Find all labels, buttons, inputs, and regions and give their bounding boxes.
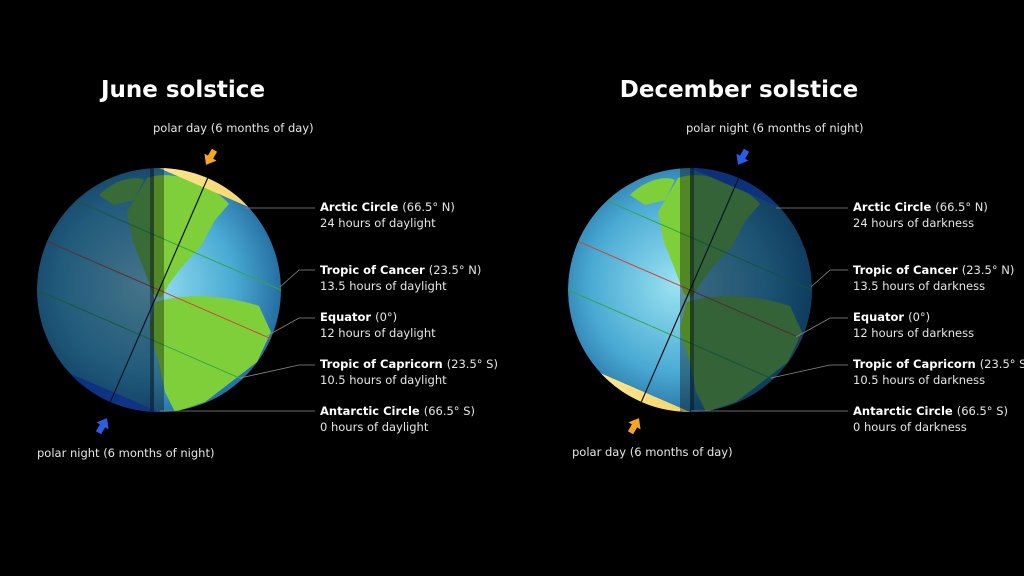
circle-latitude: (66.5° N) <box>935 200 988 214</box>
circle-name: Equator <box>853 310 904 324</box>
circle-description: 12 hours of darkness <box>853 326 974 340</box>
circle-label: Tropic of Cancer (23.5° N) <box>853 263 1014 277</box>
circle-name: Arctic Circle <box>853 200 931 214</box>
terminator <box>680 168 694 412</box>
circle-name: Antarctic Circle <box>853 404 953 418</box>
circle-description: 12 hours of daylight <box>320 326 436 340</box>
circle-label: Arctic Circle (66.5° N) <box>853 200 988 214</box>
circle-latitude: (0°) <box>908 310 930 324</box>
circle-description: 10.5 hours of darkness <box>853 373 985 387</box>
leader-line <box>239 364 315 379</box>
leader-line <box>795 317 848 338</box>
leader-line <box>279 269 315 288</box>
circle-label: Antarctic Circle (66.5° S) <box>853 404 1008 418</box>
polar-label-top: polar night (6 months of night) <box>686 121 863 135</box>
polar-label-top: polar day (6 months of day) <box>153 121 314 135</box>
circle-label: Antarctic Circle (66.5° S) <box>320 404 475 418</box>
circle-name: Tropic of Cancer <box>320 263 425 277</box>
circle-name: Tropic of Cancer <box>853 263 958 277</box>
circle-latitude: (0°) <box>375 310 397 324</box>
circle-label: Equator (0°) <box>320 310 397 324</box>
circle-label: Tropic of Capricorn (23.5° S) <box>853 357 1024 371</box>
sun-arrow <box>95 418 109 435</box>
circle-name: Tropic of Capricorn <box>853 357 976 371</box>
circle-name: Equator <box>320 310 371 324</box>
circle-latitude: (23.5° N) <box>962 263 1015 277</box>
polar-label-bottom: polar day (6 months of day) <box>572 445 733 459</box>
circle-description: 24 hours of darkness <box>853 216 974 230</box>
circle-latitude: (66.5° N) <box>402 200 455 214</box>
sun-arrow <box>736 148 750 165</box>
circle-label: Equator (0°) <box>853 310 930 324</box>
circle-label: Tropic of Capricorn (23.5° S) <box>320 357 498 371</box>
circle-description: 0 hours of darkness <box>853 420 967 434</box>
circle-latitude: (66.5° S) <box>424 404 475 418</box>
terminator <box>150 168 164 412</box>
circle-description: 10.5 hours of daylight <box>320 373 447 387</box>
leader-line <box>770 364 848 379</box>
circle-label: Arctic Circle (66.5° N) <box>320 200 455 214</box>
circle-name: Antarctic Circle <box>320 404 420 418</box>
circle-latitude: (23.5° S) <box>980 357 1024 371</box>
circle-latitude: (23.5° N) <box>429 263 482 277</box>
circle-name: Arctic Circle <box>320 200 398 214</box>
circle-label: Tropic of Cancer (23.5° N) <box>320 263 481 277</box>
circle-latitude: (23.5° S) <box>447 357 498 371</box>
circle-description: 24 hours of daylight <box>320 216 436 230</box>
polar-label-bottom: polar night (6 months of night) <box>37 446 214 460</box>
panel-title: June solstice <box>99 77 265 103</box>
circle-description: 13.5 hours of darkness <box>853 279 985 293</box>
sun-arrow <box>627 418 641 435</box>
panel-title: December solstice <box>620 77 858 103</box>
circle-latitude: (66.5° S) <box>957 404 1008 418</box>
circle-name: Tropic of Capricorn <box>320 357 443 371</box>
leader-line <box>264 317 315 338</box>
circle-description: 13.5 hours of daylight <box>320 279 447 293</box>
sun-arrow <box>204 148 218 165</box>
leader-line <box>810 269 848 288</box>
circle-description: 0 hours of daylight <box>320 420 429 434</box>
